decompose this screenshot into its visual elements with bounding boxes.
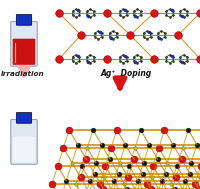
FancyBboxPatch shape (13, 39, 35, 65)
FancyBboxPatch shape (16, 15, 32, 25)
FancyBboxPatch shape (11, 22, 37, 66)
Text: Ag⁺  Doping: Ag⁺ Doping (100, 69, 151, 78)
Text: Irradiation: Irradiation (1, 71, 45, 77)
FancyBboxPatch shape (11, 120, 37, 164)
FancyBboxPatch shape (16, 112, 32, 123)
FancyBboxPatch shape (13, 137, 35, 163)
